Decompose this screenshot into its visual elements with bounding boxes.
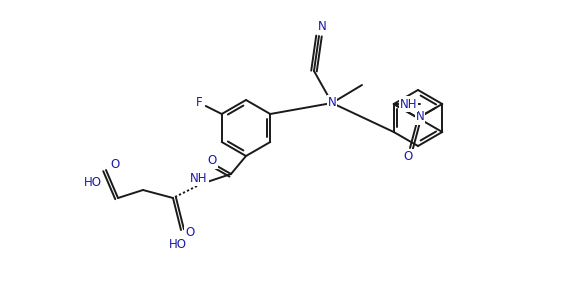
Text: O: O xyxy=(208,154,217,168)
Text: N: N xyxy=(317,21,327,33)
Text: N: N xyxy=(328,96,336,110)
Text: O: O xyxy=(403,150,412,164)
Text: HO: HO xyxy=(84,176,102,188)
Text: F: F xyxy=(196,96,202,108)
Text: O: O xyxy=(110,158,120,172)
Text: NH: NH xyxy=(190,172,208,184)
Text: O: O xyxy=(185,227,194,239)
Text: HO: HO xyxy=(169,239,187,251)
Text: N: N xyxy=(416,110,424,124)
Text: NH: NH xyxy=(400,98,417,110)
